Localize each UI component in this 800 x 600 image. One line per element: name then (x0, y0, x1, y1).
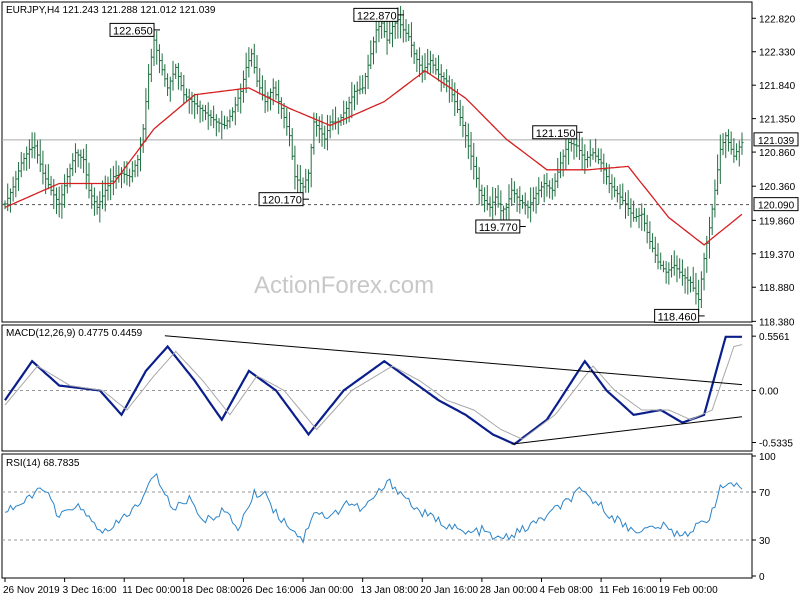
rsi-panel-frame (1, 453, 753, 579)
price-level-box (753, 197, 799, 212)
price-y-tick-label: 118.880 (759, 283, 795, 294)
macd-y-tick-label: -0.5335 (759, 439, 793, 450)
price-annotation-label: 120.170 (262, 195, 302, 207)
rsi-y-tick-label: 0 (759, 572, 765, 583)
price-y-tick-label: 122.820 (759, 14, 796, 25)
rsi-header: RSI(14) 68.7835 (6, 458, 80, 469)
watermark: ActionForex.com (254, 272, 434, 299)
x-axis-label: 18 Dec 08:00 (182, 585, 242, 596)
price-y-tick-label: 121.840 (759, 81, 796, 92)
price-annotation-label: 122.650 (113, 25, 153, 37)
price-y-tick-label: 119.860 (759, 216, 795, 227)
price-y-tick-label: 118.380 (759, 317, 795, 328)
macd-y-tick-label: 0.5561 (759, 332, 790, 343)
macd-main-line (4, 335, 742, 446)
price-level-label: 120.090 (758, 201, 795, 212)
x-axis-label: 13 Jan 08:00 (361, 585, 419, 596)
macd-signal-line (4, 344, 743, 440)
x-axis-label: 4 Feb 08:00 (539, 585, 593, 596)
x-axis-label: 11 Dec 00:00 (122, 585, 181, 596)
moving-average-line (4, 69, 743, 246)
price-annotation-box (109, 22, 155, 37)
macd-trendline (511, 416, 743, 445)
price-annotation-label: 118.460 (658, 311, 697, 323)
x-axis-label: 11 Feb 16:00 (599, 585, 658, 596)
x-axis-label: 28 Jan 00:00 (480, 585, 538, 596)
rsi-y-tick-label: 30 (759, 536, 771, 547)
price-header: EURJPY,H4 121.243 121.288 121.012 121.03… (6, 5, 216, 16)
price-y-tick-label: 120.860 (759, 148, 796, 159)
price-annotation-label: 119.770 (479, 222, 518, 234)
rsi-y-tick-label: 70 (759, 488, 771, 499)
price-y-tick-label: 121.350 (759, 115, 796, 126)
price-annotation-label: 122.870 (357, 10, 397, 22)
price-y-tick-label: 122.330 (759, 48, 796, 59)
price-panel-frame (1, 1, 753, 323)
x-axis-label: 19 Feb 00:00 (659, 585, 718, 596)
x-axis-label: 26 Dec 16:00 (241, 585, 301, 596)
price-y-tick-label: 119.370 (759, 250, 795, 261)
x-axis: 26 Nov 2019 3 Dec 16:00 11 Dec 00:00 18 Dec… (3, 578, 718, 596)
rsi-line (4, 472, 743, 544)
rsi-layer: 100 70 30 0 (2, 452, 776, 583)
rsi-y-tick-label: 100 (759, 452, 776, 463)
macd-panel-frame (1, 324, 753, 452)
price-level-label: 121.039 (758, 136, 795, 147)
x-axis-label: 20 Jan 16:00 (420, 585, 478, 596)
x-axis-label: 6 Jan 00:00 (301, 585, 354, 596)
macd-trendline (164, 335, 743, 386)
price-layer: 122.820 122.330 121.840 121.350 120.860 120.3… (2, 5, 799, 328)
price-level-box (753, 132, 799, 147)
price-y-tick-label: 120.360 (759, 182, 796, 193)
macd-header: MACD(12,26,9) 0.4775 0.4459 (6, 328, 143, 339)
price-annotation-label: 121.150 (536, 128, 576, 140)
x-axis-label: 26 Nov 2019 (3, 585, 60, 596)
macd-y-tick-label: 0.00 (759, 386, 779, 397)
macd-layer: 0.5561 0.00 -0.5335 (2, 332, 793, 450)
x-axis-label: 3 Dec 16:00 (63, 585, 117, 596)
